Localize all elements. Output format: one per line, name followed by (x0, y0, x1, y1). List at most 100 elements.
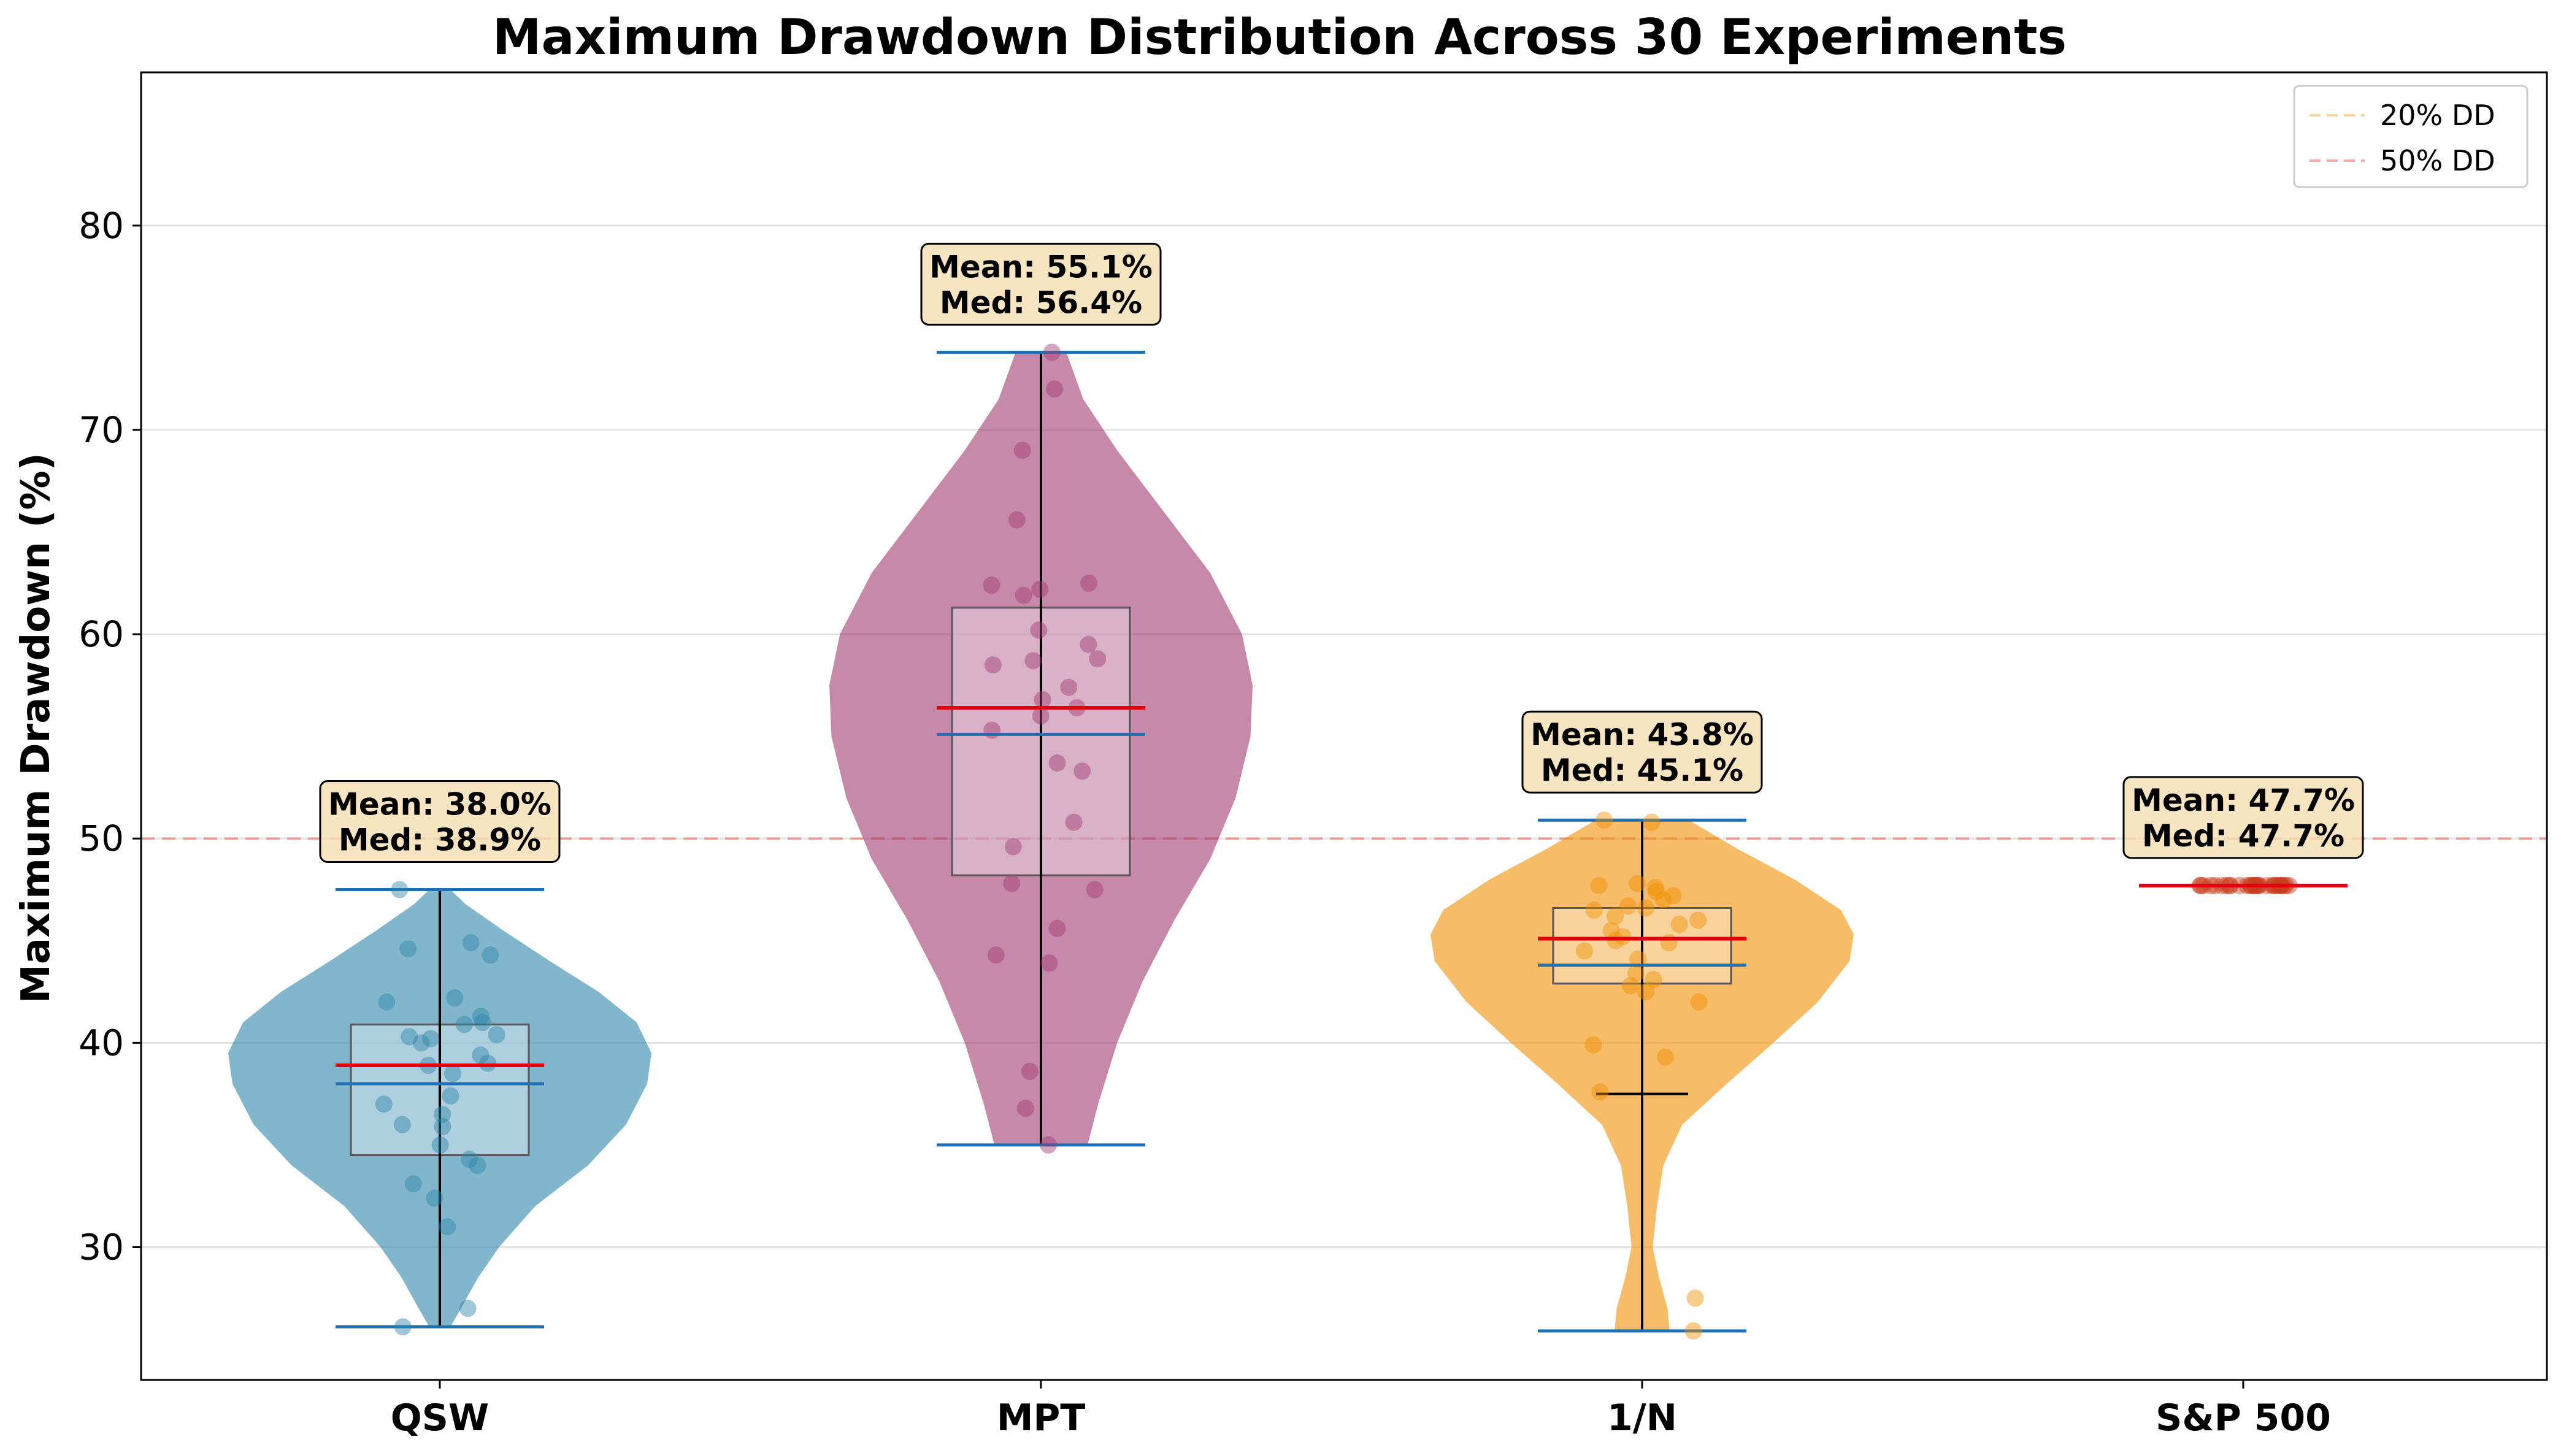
data-point (462, 934, 480, 952)
data-point (1003, 875, 1021, 892)
data-point (1690, 993, 1708, 1011)
data-point (1046, 380, 1064, 398)
data-point (987, 946, 1005, 964)
y-tick-label: 50 (79, 818, 124, 859)
mean-label: Mean: 43.8% (1530, 717, 1754, 753)
mean-label: Mean: 38.0% (328, 787, 551, 822)
legend: 20% DD 50% DD (2293, 85, 2528, 188)
y-tick-label: 60 (79, 613, 124, 655)
data-point (434, 1117, 451, 1135)
data-point (1031, 580, 1049, 598)
data-point (1629, 950, 1647, 968)
data-point (1575, 942, 1593, 960)
stats-annotation-box (920, 242, 1162, 326)
data-point (412, 1034, 430, 1052)
data-point (1670, 916, 1688, 933)
data-point (1086, 881, 1104, 899)
data-point (426, 1189, 443, 1207)
stats-annotation-box (1521, 710, 1763, 794)
data-point (1008, 511, 1026, 529)
mean-label: Mean: 47.7% (2132, 783, 2355, 818)
data-point (1585, 901, 1603, 919)
data-point (434, 1105, 451, 1123)
legend-box (2293, 85, 2528, 188)
data-point (459, 1300, 477, 1317)
data-point (474, 1014, 491, 1032)
data-point (1621, 977, 1639, 995)
median-label: Med: 56.4% (940, 285, 1142, 320)
y-tick-label: 40 (79, 1022, 124, 1063)
chart-title: Maximum Drawdown Distribution Across 30 … (493, 9, 2067, 66)
data-point (1040, 954, 1058, 972)
data-point (1627, 965, 1645, 983)
plot-frame (140, 71, 2548, 1381)
data-point (1584, 1036, 1602, 1054)
y-tick-label: 70 (79, 409, 124, 451)
data-point (378, 993, 396, 1011)
data-point (455, 1016, 473, 1033)
data-point (1607, 932, 1624, 949)
data-point (1590, 876, 1608, 894)
data-point (984, 656, 1002, 674)
data-point (469, 1157, 486, 1174)
y-axis-label: Maximum Drawdown (%) (13, 453, 59, 1003)
data-point (444, 1065, 462, 1082)
y-tick-label: 80 (79, 205, 124, 247)
data-point (1664, 887, 1682, 905)
data-point (391, 881, 409, 899)
data-point (394, 1318, 412, 1336)
mean-label: Mean: 55.1% (929, 249, 1153, 285)
data-point (1089, 650, 1107, 668)
data-point (479, 1054, 497, 1072)
data-point (446, 989, 464, 1007)
data-point (1080, 574, 1097, 592)
data-point (1689, 911, 1707, 929)
legend-label: 20% DD (2380, 99, 2495, 132)
data-point (1645, 971, 1662, 989)
data-point (472, 1008, 490, 1025)
x-tick-label: MPT (997, 1397, 1086, 1439)
data-point (1614, 928, 1632, 946)
data-point (404, 1175, 422, 1193)
data-point (1015, 586, 1032, 604)
data-point (1595, 811, 1613, 829)
data-point (1637, 983, 1654, 1001)
data-point (1040, 1136, 1058, 1154)
series-1-n: Mean: 43.8%Med: 45.1% 1/N (1430, 710, 1854, 1439)
data-point (1629, 875, 1646, 892)
median-label: Med: 45.1% (1541, 753, 1743, 788)
data-point (1654, 891, 1672, 909)
data-point (1656, 1048, 1674, 1066)
data-point (1024, 652, 1042, 670)
data-point (1619, 897, 1637, 915)
data-point (1637, 899, 1654, 917)
data-point (1607, 907, 1624, 925)
data-point (1032, 707, 1050, 725)
data-point (1043, 343, 1061, 361)
data-point (431, 1136, 449, 1154)
data-point (1591, 1083, 1609, 1101)
data-point (1648, 883, 1665, 900)
data-point (1073, 762, 1091, 780)
data-point (1021, 1062, 1039, 1080)
data-point (1030, 621, 1048, 639)
data-point (1004, 838, 1022, 856)
data-point (1034, 691, 1051, 708)
data-point (1686, 1289, 1704, 1307)
data-point (488, 1026, 505, 1044)
median-label: Med: 38.9% (339, 822, 541, 858)
series-s-p-500: Mean: 47.7%Med: 47.7% S&P 500 (2122, 776, 2364, 1439)
data-point (983, 577, 1000, 594)
data-point (1684, 1322, 1702, 1340)
data-point (1643, 813, 1661, 831)
median-label: Med: 47.7% (2142, 818, 2344, 854)
stats-annotation-box (2122, 776, 2364, 859)
data-point (1646, 879, 1664, 897)
data-point (1048, 919, 1066, 937)
data-point (1048, 754, 1066, 772)
x-tick-label: 1/N (1607, 1397, 1677, 1439)
data-point (1065, 813, 1083, 831)
